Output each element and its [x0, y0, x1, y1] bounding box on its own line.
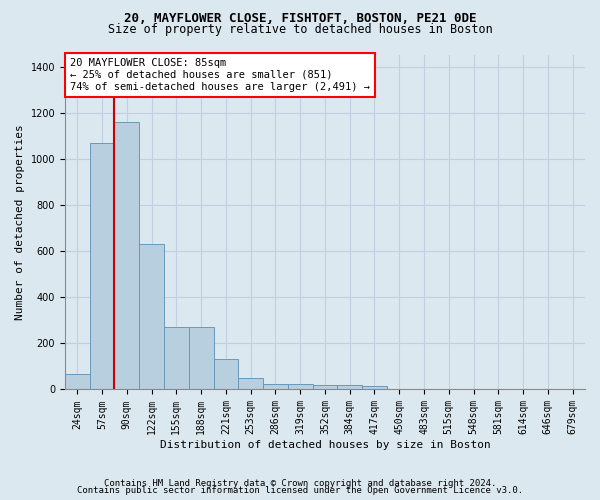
Text: Contains public sector information licensed under the Open Government Licence v3: Contains public sector information licen…: [77, 486, 523, 495]
Bar: [189, 327, 214, 390]
Bar: [337, 385, 362, 390]
Bar: [115, 122, 139, 390]
Bar: [89, 142, 115, 390]
Bar: [288, 384, 313, 390]
Text: 20 MAYFLOWER CLOSE: 85sqm
← 25% of detached houses are smaller (851)
74% of semi: 20 MAYFLOWER CLOSE: 85sqm ← 25% of detac…: [70, 58, 370, 92]
Text: 20, MAYFLOWER CLOSE, FISHTOFT, BOSTON, PE21 0DE: 20, MAYFLOWER CLOSE, FISHTOFT, BOSTON, P…: [124, 12, 476, 26]
Bar: [164, 327, 189, 390]
Bar: [214, 360, 238, 390]
Bar: [263, 384, 288, 390]
Text: Contains HM Land Registry data © Crown copyright and database right 2024.: Contains HM Land Registry data © Crown c…: [104, 478, 496, 488]
Text: Size of property relative to detached houses in Boston: Size of property relative to detached ho…: [107, 22, 493, 36]
Bar: [139, 244, 164, 390]
Y-axis label: Number of detached properties: Number of detached properties: [15, 124, 25, 320]
Bar: [238, 378, 263, 390]
Bar: [362, 386, 387, 390]
Bar: [313, 385, 337, 390]
Bar: [65, 374, 89, 390]
X-axis label: Distribution of detached houses by size in Boston: Distribution of detached houses by size …: [160, 440, 490, 450]
